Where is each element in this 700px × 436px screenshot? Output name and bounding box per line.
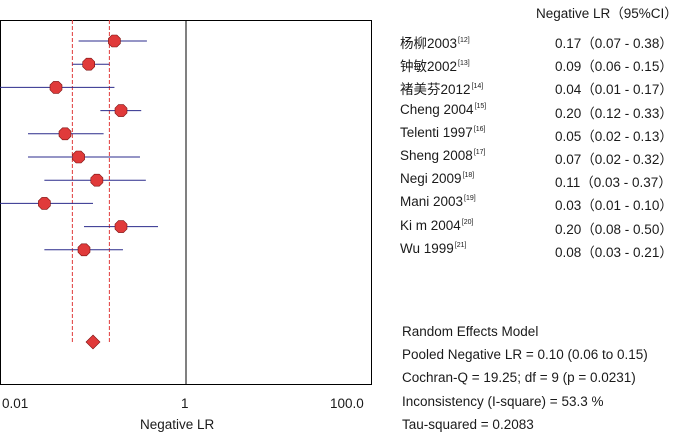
study-reference: [21] xyxy=(454,241,467,249)
study-ci-value: 0.20（0.08 - 0.50） xyxy=(555,221,673,237)
study-point xyxy=(58,127,72,141)
study-name: Ki m 2004[20] xyxy=(400,218,473,233)
study-name-text: Telenti 1997 xyxy=(400,124,473,140)
study-ci-value: 0.07（0.02 - 0.32） xyxy=(555,152,673,167)
study-reference: [12] xyxy=(458,37,470,44)
plot-frame xyxy=(0,20,372,385)
study-reference: [18] xyxy=(462,172,475,180)
x-tick-label: 100.0 xyxy=(330,396,364,411)
study-point xyxy=(114,220,128,233)
study-name: 褚美芬2012[14] xyxy=(400,78,483,98)
summary-line: Random Effects Model xyxy=(402,324,539,339)
study-name: Telenti 1997[16] xyxy=(400,125,486,140)
study-ci-value: 0.09（0.06 - 0.15） xyxy=(555,59,673,75)
pooled-point xyxy=(85,334,101,350)
study-name: 钟敏2002[13] xyxy=(400,55,470,75)
summary-line: Tau-squared = 0.2083 xyxy=(402,416,534,432)
study-name-text: 杨柳2003 xyxy=(400,36,458,51)
study-ci-value: 0.11（0.03 - 0.37） xyxy=(555,175,672,191)
study-point xyxy=(82,57,95,71)
study-name-text: Wu 1999 xyxy=(400,240,454,256)
study-reference: [16] xyxy=(473,125,486,133)
study-reference: [20] xyxy=(461,218,474,226)
study-name: Sheng 2008[17] xyxy=(400,148,486,163)
study-name: Cheng 2004[15] xyxy=(400,102,486,117)
study-reference: [19] xyxy=(464,195,476,203)
study-ci-value: 0.05（0.02 - 0.13） xyxy=(555,128,673,144)
summary-line: Inconsistency (I-square) = 53.3 % xyxy=(402,393,604,409)
study-ci-value: 0.08（0.03 - 0.21） xyxy=(555,244,673,260)
study-ci-value: 0.04（0.01 - 0.17） xyxy=(555,82,673,98)
study-name-text: Mani 2003 xyxy=(400,194,464,210)
study-point xyxy=(114,104,128,117)
summary-line: Pooled Negative LR = 0.10 (0.06 to 0.15) xyxy=(402,347,648,363)
study-name: Mani 2003[19] xyxy=(400,194,476,209)
study-ci-value: 0.20（0.12 - 0.33） xyxy=(555,105,673,121)
ci-lines xyxy=(0,40,159,251)
pooled-diamond xyxy=(85,334,101,350)
study-markers xyxy=(38,34,128,257)
study-point xyxy=(72,150,85,164)
ci-column-header: Negative LR（95%CI） xyxy=(536,6,678,21)
study-name-text: Negi 2009 xyxy=(400,171,462,187)
study-reference: [15] xyxy=(474,102,487,110)
x-axis-label: Negative LR xyxy=(140,417,215,432)
study-name-text: Cheng 2004 xyxy=(400,101,474,117)
study-point xyxy=(77,243,91,257)
study-point xyxy=(38,197,51,210)
x-tick-label: 0.01 xyxy=(2,396,29,411)
study-reference: [14] xyxy=(471,83,484,91)
study-point xyxy=(108,34,121,48)
study-reference: [17] xyxy=(473,149,486,156)
study-reference: [13] xyxy=(458,60,470,68)
study-name-text: 褚美芬2012 xyxy=(400,82,471,98)
study-name: 杨柳2003[12] xyxy=(400,32,470,52)
study-point xyxy=(90,173,104,187)
study-ci-value: 0.17（0.07 - 0.38） xyxy=(555,36,673,51)
study-ci-value: 0.03（0.01 - 0.10） xyxy=(555,198,673,214)
study-name-text: 钟敏2002 xyxy=(400,59,458,75)
x-tick-label: 1 xyxy=(181,396,189,411)
study-point xyxy=(49,81,63,94)
summary-line: Cochran-Q = 19.25; df = 9 (p = 0.0231) xyxy=(402,370,636,386)
study-name: Negi 2009[18] xyxy=(400,171,474,186)
study-name: Wu 1999[21] xyxy=(400,241,466,256)
study-name-text: Ki m 2004 xyxy=(400,217,461,233)
study-name-text: Sheng 2008 xyxy=(400,148,473,163)
